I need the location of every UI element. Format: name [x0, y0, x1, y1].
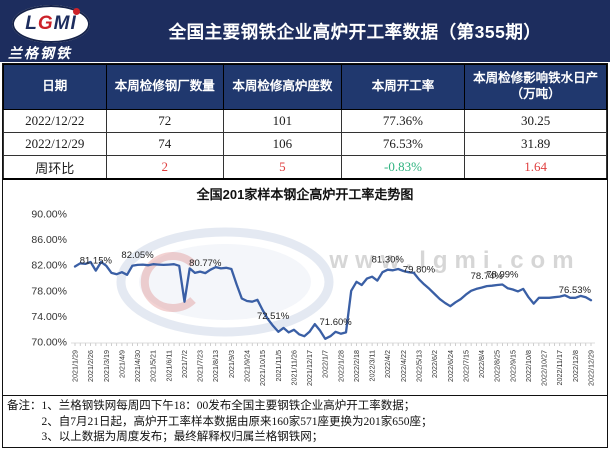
table-column-header: 本周检修影响铁水日产（万吨）	[464, 64, 607, 110]
x-axis-label: 2021/5/21	[149, 350, 158, 382]
x-axis-label: 2021/4/30	[133, 350, 142, 382]
content-frame: 日期 本周检修钢厂数量 本周检修高炉座数 本周开工率 本周检修影响铁水日产（万吨） 20…	[2, 63, 608, 448]
x-axis-label: 2021/7/2	[180, 350, 189, 378]
watermark-url-text: www.lgmi.com	[328, 247, 580, 274]
watermark-logo-inner	[139, 244, 311, 320]
chart-title: 全国201家样本钢企高炉开工率走势图	[196, 187, 414, 202]
page-title: 全国主要钢铁企业高炉开工率数据（第355期）	[168, 21, 542, 42]
footnote-prefix: 备注：	[7, 400, 42, 413]
x-axis-label: 2022/10/8	[524, 350, 533, 382]
footnote-line: 2、自7月21日起，高炉开工率样本数据由原来160家571座更换为201家650…	[41, 415, 433, 428]
x-axis-label: 2021/11/5	[274, 350, 283, 381]
x-axis-label: 2021/8/13	[211, 350, 220, 382]
footnotes: 备注： 1、兰格钢铁网每周四下午18：00发布全国主要钢铁企业高炉开工率数据； 2…	[3, 395, 607, 447]
table-header-row: 日期 本周检修钢厂数量 本周检修高炉座数 本周开工率 本周检修影响铁水日产（万吨）	[3, 64, 607, 110]
x-axis-label: 2022/6/24	[446, 350, 455, 382]
footnote-line: 1、兰格钢铁网每周四下午18：00发布全国主要钢铁企业高炉开工率数据；	[41, 400, 416, 413]
x-axis-label: 2022/4/2	[383, 350, 392, 378]
x-axis-label: 2022/12/8	[571, 350, 580, 382]
data-point-label: 81.15%	[80, 256, 113, 267]
y-axis-tick-label: 78.00%	[31, 285, 67, 297]
table-column-header: 本周检修钢厂数量	[105, 64, 225, 110]
table-cell: 72	[105, 109, 225, 133]
table-cell: 101	[223, 109, 342, 133]
table-row: 周环比 2 5 -0.83% 1.64	[3, 155, 607, 180]
title-bar: LGMI 兰格钢铁 全国主要钢铁企业高炉开工率数据（第355期）	[0, 0, 610, 62]
data-point-label: 76.53%	[559, 285, 592, 296]
table-cell: 76.53%	[340, 132, 466, 156]
table-cell: 2	[105, 155, 225, 180]
table-column-header: 本周检修高炉座数	[223, 64, 342, 110]
table-row: 2022/12/29 74 106 76.53% 31.89	[3, 132, 607, 156]
table-cell: 106	[223, 132, 342, 156]
trend-chart: 全国201家样本钢企高炉开工率走势图 www.lgmi.com 70.00% 74.…	[3, 180, 607, 398]
x-axis-label: 2021/4/9	[117, 350, 126, 378]
table-cell: -0.83%	[340, 155, 466, 180]
table-cell: 31.89	[464, 132, 607, 156]
y-axis-tick-label: 86.00%	[31, 234, 67, 246]
x-axis-label: 2021/3/19	[102, 350, 111, 382]
x-axis-label: 2022/1/7	[321, 350, 330, 378]
data-point-label: 78.99%	[486, 269, 519, 280]
data-point-label: 78.74%	[471, 271, 504, 282]
x-axis-label: 2022/4/22	[399, 350, 408, 382]
y-axis-tick-label: 82.00%	[31, 260, 67, 272]
table-cell: 周环比	[3, 155, 107, 180]
table-cell: 2022/12/29	[3, 132, 107, 156]
x-axis-label: 2022/7/15	[461, 350, 470, 382]
x-axis-label: 2022/10/27	[540, 350, 549, 386]
x-axis-label: 2022/2/18	[352, 350, 361, 382]
x-axis-label: 2022/8/25	[493, 350, 502, 382]
data-point-label: 82.05%	[121, 250, 154, 261]
data-point-label: 81.30%	[372, 255, 405, 266]
table-row: 2022/12/22 72 101 77.36% 30.25	[3, 109, 607, 133]
x-axis-label: 2022/11/17	[555, 350, 564, 385]
table-column-header: 本周开工率	[340, 64, 466, 110]
footnote-line: 3、以上数据为周度发布；最终解释权归属兰格钢铁网；	[41, 430, 324, 443]
x-axis-label: 2022/9/15	[508, 350, 517, 382]
data-point-label: 72.51%	[257, 311, 290, 322]
x-axis-label: 2022/5/13	[415, 350, 424, 382]
x-axis-label: 2022/3/11	[368, 350, 377, 381]
x-axis-label: 2022/8/4	[477, 350, 486, 378]
watermark-logo-g	[140, 252, 196, 312]
logo-dot-icon	[73, 8, 80, 15]
x-axis-label: 2021/9/3	[227, 350, 236, 378]
y-axis-tick-label: 70.00%	[31, 337, 67, 349]
table-cell: 74	[105, 132, 225, 156]
x-axis-label: 2021/9/24	[243, 350, 252, 382]
data-point-label: 80.77%	[189, 258, 222, 269]
table-cell: 1.64	[464, 155, 607, 180]
logo-text: LGMI	[25, 13, 77, 34]
y-axis-tick-label: 90.00%	[31, 209, 67, 221]
x-axis-label: 2021/11/26	[289, 350, 298, 385]
table-column-header: 日期	[3, 64, 107, 110]
x-axis-label: 2021/2/26	[86, 350, 95, 382]
footnote-lines: 1、兰格钢铁网每周四下午18：00发布全国主要钢铁企业高炉开工率数据； 2、自7月…	[42, 399, 604, 445]
table-cell: 30.25	[464, 109, 607, 133]
trend-line	[73, 260, 593, 340]
logo-subtext: 兰格钢铁	[8, 47, 72, 62]
line-chart-canvas: www.lgmi.com 70.00% 74.00% 78.00% 82.00% 86.0…	[31, 209, 596, 386]
x-axis-label: 2021/7/23	[196, 350, 205, 382]
x-axis-label: 2022/12/29	[587, 350, 596, 386]
y-axis-tick-label: 74.00%	[31, 311, 67, 323]
x-axis-label: 2021/6/11	[164, 350, 173, 381]
x-axis-label: 2022/6/2	[430, 350, 439, 378]
x-axis-label: 2022/1/28	[336, 350, 345, 382]
x-axis-label: 2021/12/17	[305, 350, 314, 386]
x-axis-label: 2021/10/15	[258, 350, 267, 386]
watermark-logo-icon	[116, 227, 334, 337]
table-cell: 2022/12/22	[3, 109, 107, 133]
table-cell: 77.36%	[340, 109, 466, 133]
x-axis-label: 2021/1/29	[71, 350, 80, 382]
lgmi-logo-icon: LGMI	[12, 5, 90, 43]
table-cell: 5	[223, 155, 342, 180]
operating-rate-table: 日期 本周检修钢厂数量 本周检修高炉座数 本周开工率 本周检修影响铁水日产（万吨） 20…	[3, 64, 607, 180]
data-point-label: 79.80%	[403, 264, 436, 275]
table-body: 2022/12/22 72 101 77.36% 30.25 2022/12/29 74 10…	[3, 109, 607, 180]
data-point-label: 71.60%	[319, 317, 352, 328]
